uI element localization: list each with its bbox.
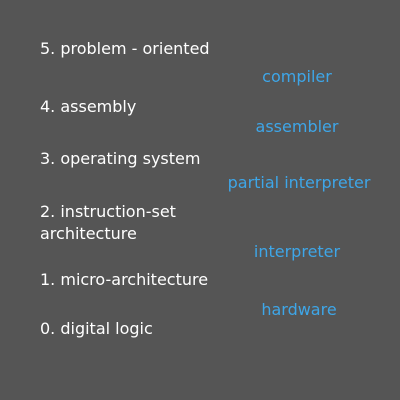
tool-interpreter: interpreter — [253, 242, 341, 261]
level-1-micro-architecture: 1. micro-architecture — [40, 270, 209, 289]
tool-hardware: hardware — [261, 300, 337, 319]
level-0-digital-logic: 0. digital logic — [40, 319, 153, 338]
tool-partial-interpreter: partial interpreter — [227, 173, 371, 192]
tool-assembler: assembler — [255, 117, 339, 136]
level-2-instruction-set-architecture: 2. instruction-set architecture — [40, 202, 176, 243]
level-3-operating-system: 3. operating system — [40, 149, 201, 168]
level-4-assembly: 4. assembly — [40, 97, 137, 116]
tool-compiler: compiler — [262, 67, 332, 86]
level-5-problem-oriented: 5. problem - oriented — [40, 39, 210, 58]
